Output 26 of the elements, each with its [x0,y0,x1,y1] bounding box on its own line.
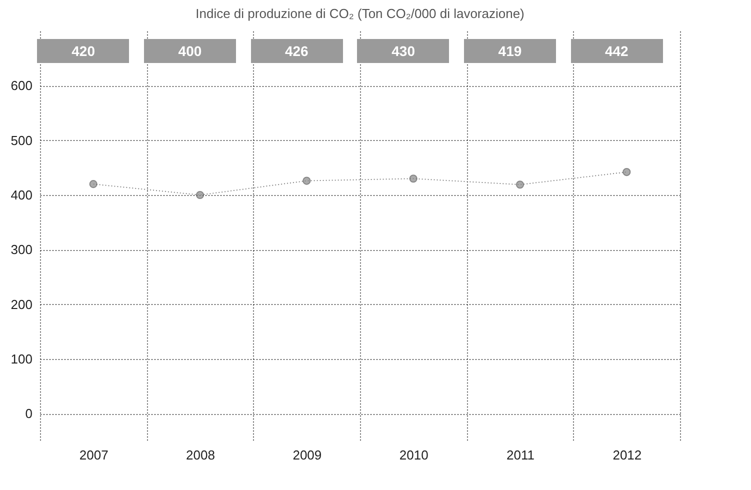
label-box: 420 [37,39,130,63]
x-tick-label: 2012 [612,448,642,462]
label-box: 419 [464,39,556,63]
point [89,180,98,188]
label-box: 426 [250,39,343,63]
point [409,174,418,183]
point [622,168,631,176]
x-tick-label: 2008 [186,448,215,462]
x-tick-label: 2009 [292,448,322,462]
y-tick-label: 300 [10,242,32,258]
y-tick-label: 400 [10,188,32,202]
y-tick-label: 500 [10,132,32,148]
point [516,180,524,189]
x-tick-label: 2011 [506,448,534,462]
x-tick-label: 2007 [79,448,108,462]
point [302,176,311,185]
y-tick-label: 200 [10,296,32,312]
y-tick-label: 600 [10,78,32,94]
chart-title: Indice di produzione di CO₂ (Ton CO₂/000 di lavorazione) [196,6,524,21]
point [196,190,204,200]
label-box: 430 [357,39,450,63]
label-box: 442 [570,39,663,63]
label-box: 400 [144,39,236,63]
x-tick-label: 2010 [399,448,428,462]
y-tick-label: 0 [25,406,32,422]
y-tick-label: 100 [10,352,32,366]
